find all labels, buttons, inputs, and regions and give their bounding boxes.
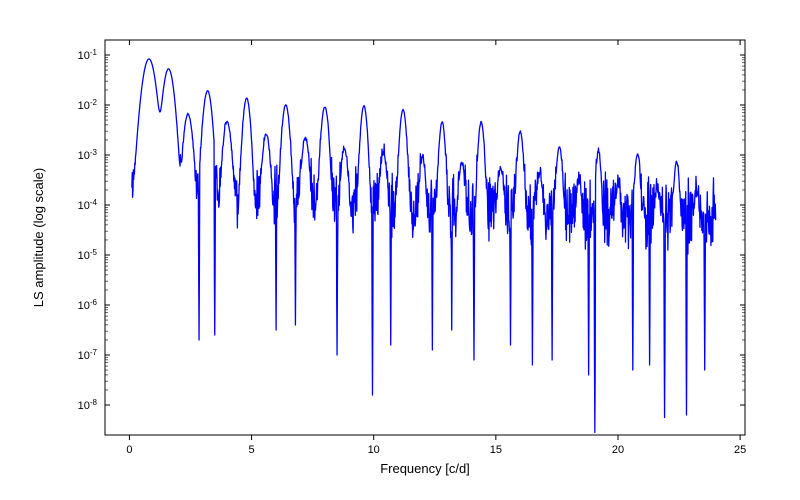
x-tick-label: 0: [126, 444, 132, 456]
chart-container: 051015202510-810-710-610-510-410-310-210…: [0, 0, 800, 500]
x-tick-label: 20: [612, 444, 624, 456]
y-axis-label: LS amplitude (log scale): [31, 168, 46, 307]
x-tick-label: 5: [249, 444, 255, 456]
x-tick-label: 25: [734, 444, 746, 456]
x-axis-label: Frequency [c/d]: [380, 461, 470, 476]
periodogram-chart: 051015202510-810-710-610-510-410-310-210…: [0, 0, 800, 500]
x-tick-label: 15: [490, 444, 502, 456]
x-tick-label: 10: [368, 444, 380, 456]
